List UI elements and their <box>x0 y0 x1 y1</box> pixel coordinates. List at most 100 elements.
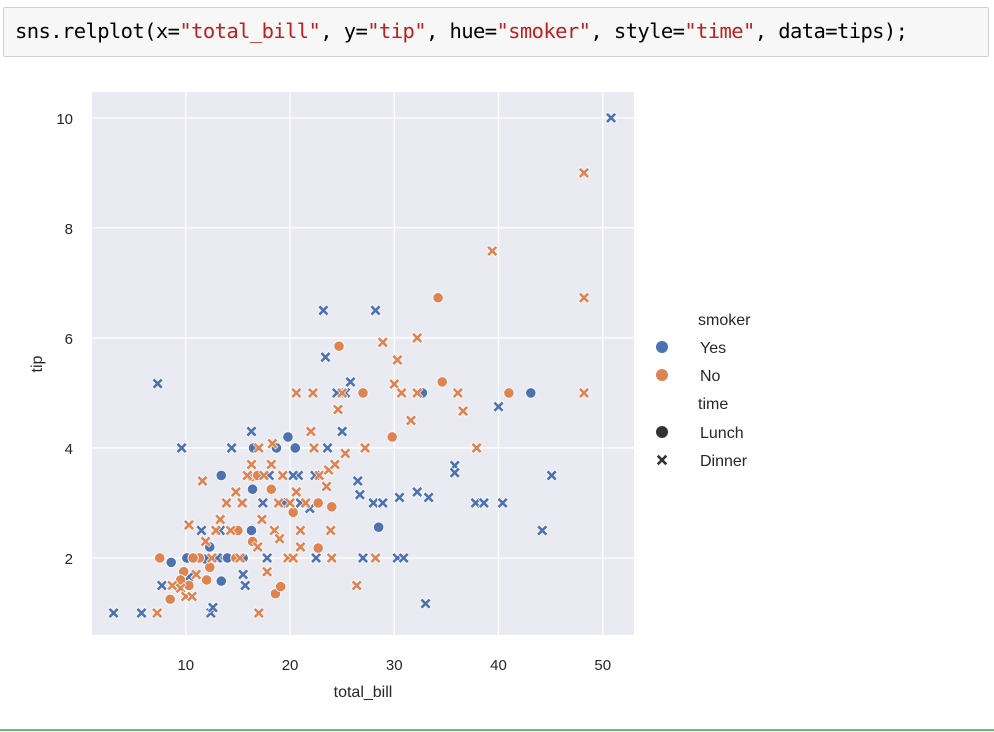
data-point-x <box>353 488 367 501</box>
data-point-x <box>257 469 271 482</box>
y-tick-label: 10 <box>56 111 73 128</box>
data-point-x <box>304 425 318 438</box>
data-point-x <box>376 336 389 349</box>
data-point-x <box>470 441 483 455</box>
data-point-x <box>220 496 233 510</box>
data-point-x <box>195 524 208 537</box>
data-point-x <box>577 166 591 180</box>
data-point-x <box>294 524 307 537</box>
data-point-circle <box>246 483 259 495</box>
data-point-x <box>321 441 334 455</box>
data-point-x <box>175 441 188 455</box>
data-point-x <box>236 568 250 581</box>
data-point-x <box>150 606 164 620</box>
x-tick-label: 10 <box>177 657 194 674</box>
data-point-x <box>268 524 281 537</box>
y-tick-label: 8 <box>65 221 73 238</box>
data-point-x <box>235 496 249 510</box>
data-point-x <box>286 551 300 565</box>
code-token: , hue= <box>425 19 497 43</box>
data-point-x <box>299 496 312 510</box>
data-point-circle <box>164 593 176 605</box>
data-point-circle <box>275 580 287 593</box>
data-point-x <box>290 386 303 400</box>
data-point-x <box>324 524 337 537</box>
legend-no-marker-icon <box>656 369 668 381</box>
data-point-x <box>411 485 424 499</box>
x-tick-label: 40 <box>490 657 507 674</box>
data-point-x <box>331 403 345 416</box>
data-point-x <box>350 579 363 592</box>
legend-yes-label: Yes <box>700 340 726 357</box>
legend-style-title: time <box>698 396 728 413</box>
data-point-x <box>328 458 342 471</box>
data-point-x <box>369 551 382 565</box>
data-point-circle <box>289 442 301 454</box>
data-point-x <box>419 597 432 610</box>
data-point-x <box>199 535 212 548</box>
data-point-x <box>313 469 326 482</box>
data-point-circle <box>201 574 213 586</box>
data-point-x <box>388 377 401 391</box>
data-point-x <box>469 496 482 510</box>
data-point-x <box>395 386 408 400</box>
data-point-x <box>265 458 278 471</box>
legend-dinner-label: Dinner <box>700 453 748 470</box>
data-point-circle <box>373 521 385 533</box>
data-point-x <box>393 491 406 504</box>
data-point-circle <box>312 542 324 554</box>
data-point-circle <box>187 552 199 564</box>
data-point-x <box>166 579 179 592</box>
data-point-x <box>344 375 357 389</box>
plot-area <box>92 92 634 635</box>
data-point-circle <box>245 524 258 537</box>
data-point-x <box>225 441 238 455</box>
code-line: sns.relplot(x="total_bill", y="tip", hue… <box>15 19 908 43</box>
data-point-x <box>260 565 274 578</box>
data-point-circle <box>326 501 338 513</box>
data-point-x <box>448 466 461 479</box>
data-point-x <box>229 485 243 499</box>
data-point-x <box>477 496 491 510</box>
data-point-x <box>422 491 435 504</box>
data-point-circle <box>204 561 216 573</box>
data-point-x <box>272 496 285 510</box>
data-point-x <box>294 540 307 554</box>
data-point-x <box>391 353 404 367</box>
data-point-x <box>206 601 220 614</box>
code-string-literal: "tip" <box>367 19 426 43</box>
code-string-literal: "total_bill" <box>179 19 321 43</box>
legend-no-label: No <box>700 368 721 385</box>
y-tick-label: 6 <box>65 331 73 348</box>
data-point-x <box>233 551 247 565</box>
y-axis-label: tip <box>29 355 46 372</box>
data-point-x <box>190 568 203 581</box>
data-point-circle <box>432 292 444 304</box>
data-point-x <box>486 244 499 258</box>
data-point-x <box>397 551 410 565</box>
gridlines <box>92 92 634 635</box>
code-cell[interactable]: sns.relplot(x="total_bill", y="tip", hue… <box>3 7 989 57</box>
data-point-circle <box>333 340 345 352</box>
data-points <box>107 111 618 620</box>
data-point-x <box>604 111 618 125</box>
data-point-x <box>309 551 323 565</box>
data-point-x <box>411 331 424 345</box>
data-point-x <box>252 441 265 455</box>
data-point-circle <box>215 469 227 482</box>
x-tick-label: 20 <box>282 657 299 674</box>
data-point-x <box>245 425 258 438</box>
data-point-x <box>536 524 549 537</box>
data-point-x <box>135 606 148 620</box>
data-point-x <box>325 551 338 565</box>
x-tick-label: 50 <box>594 657 611 674</box>
legend-yes-marker-icon <box>656 341 668 353</box>
data-point-x <box>367 496 380 510</box>
data-point-x <box>224 524 237 537</box>
legend-hue-title: smoker <box>698 312 751 329</box>
data-point-x <box>174 582 187 595</box>
code-string-literal: "smoker" <box>496 19 591 43</box>
data-point-circle <box>525 387 537 399</box>
data-point-x <box>404 414 418 427</box>
